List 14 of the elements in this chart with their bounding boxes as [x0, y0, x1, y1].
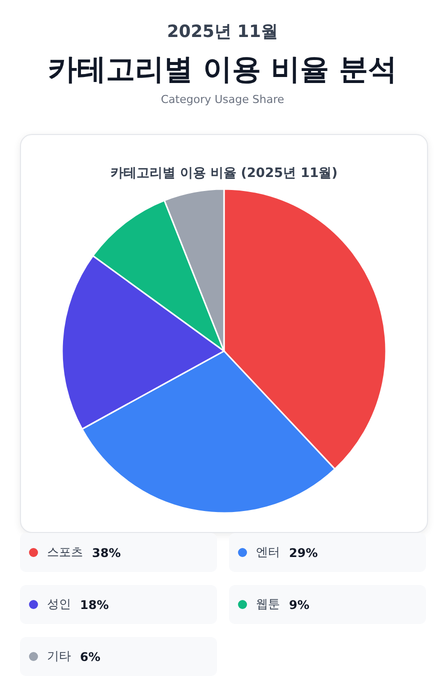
- legend-label: 웹툰: [256, 596, 280, 613]
- data-label: 6%: [80, 650, 100, 664]
- legend-label: 엔터: [256, 544, 280, 561]
- text: 2025년 11월: [166, 21, 279, 43]
- text: 카테고리별 이용 비율 (2025년 11월): [110, 166, 338, 181]
- data-label: 9%: [289, 598, 310, 612]
- data-label: 29%: [289, 546, 318, 560]
- legend-label: 스포츠: [47, 544, 83, 561]
- chart-subtitle: Category Usage Share: [160, 93, 286, 106]
- chart-title: 카테고리별 이용 비율 분석: [46, 51, 398, 88]
- data-label: 18%: [80, 598, 109, 612]
- legend-label: 기타: [47, 648, 71, 665]
- data-label: 38%: [92, 546, 121, 560]
- legend-label: 성인: [47, 596, 71, 613]
